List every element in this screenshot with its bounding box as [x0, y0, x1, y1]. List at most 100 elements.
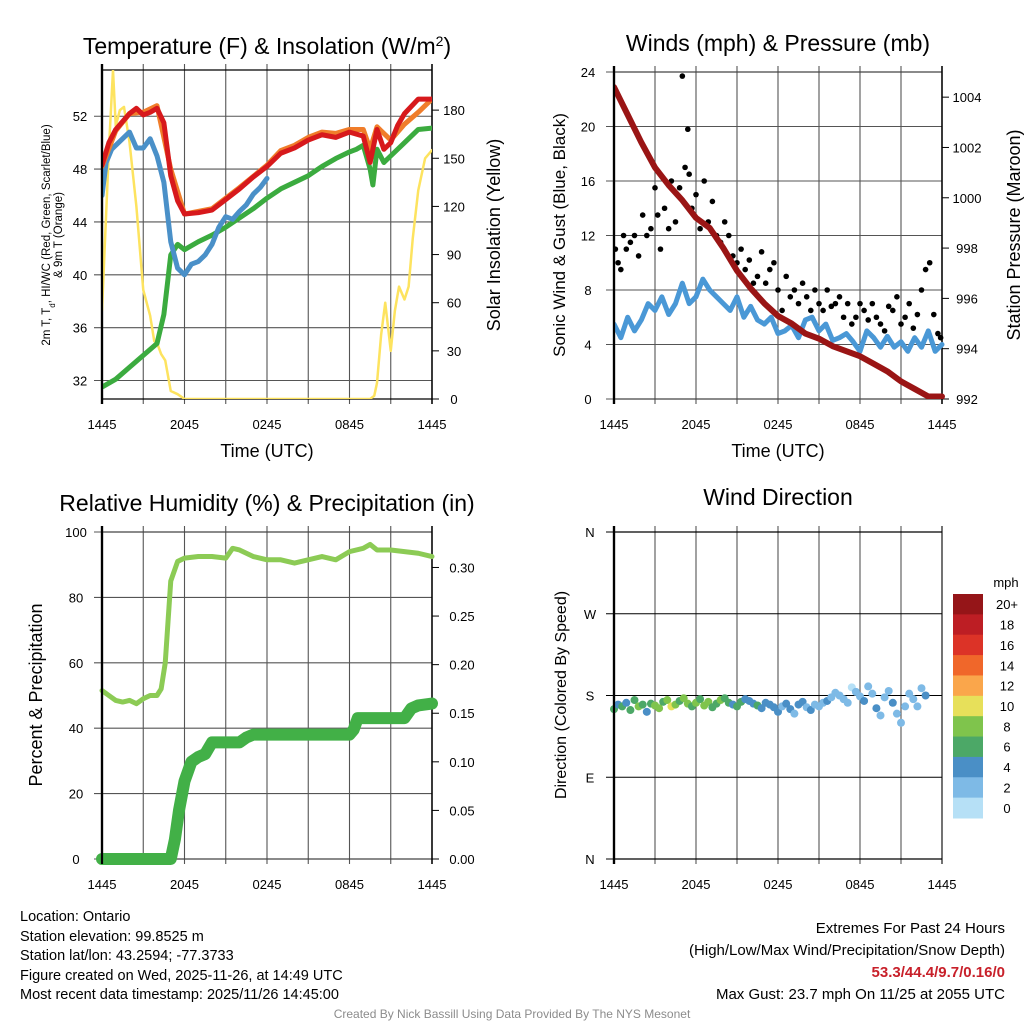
- temperature-y-tick-label: 48: [73, 162, 87, 177]
- humidity-panel: Relative Humidity (%) & Precipitation (i…: [26, 490, 475, 892]
- wind-direction-y-tick-label: W: [584, 607, 597, 622]
- winds-gust-point: [816, 300, 822, 307]
- wind-direction-point: [884, 686, 893, 695]
- winds-x-tick-label: 1445: [928, 417, 957, 432]
- winds-gust-point: [762, 280, 769, 286]
- temperature-right-axis-label: Solar Insolation (Yellow): [484, 139, 504, 331]
- temperature-right-tick-label: 60: [447, 296, 461, 311]
- winds-gust-point: [644, 232, 650, 239]
- winds-gust-point: [686, 171, 692, 177]
- wind-direction-point: [921, 691, 930, 700]
- wind-direction-point: [630, 696, 639, 705]
- humidity-x-tick-label: 1445: [88, 877, 117, 892]
- wind_direction-x-tick-label: 0245: [764, 877, 793, 892]
- wind-direction-point: [798, 697, 807, 706]
- temperature-y-tick-label: 32: [73, 374, 87, 389]
- wind_direction-x-tick-label: 1445: [928, 877, 957, 892]
- temperature-right-tick-label: 120: [443, 199, 465, 214]
- winds-gust-point: [853, 314, 859, 321]
- winds-x-tick-label: 0845: [846, 417, 875, 432]
- winds-gust-point: [631, 232, 638, 239]
- winds-gust-point: [758, 249, 765, 255]
- winds-gust-point: [661, 205, 668, 212]
- latest-timestamp-text: Most recent data timestamp: 2025/11/26 1…: [20, 987, 339, 1003]
- winds-gust-point: [693, 191, 699, 198]
- winds-gust-point: [721, 219, 728, 225]
- winds-gust-point: [635, 253, 642, 259]
- wind-direction-point: [917, 684, 926, 693]
- winds-gust-point: [894, 294, 900, 300]
- colorbar-label: 4: [1003, 760, 1010, 775]
- winds-y-tick-label: 24: [581, 65, 595, 80]
- colorbar-swatch: [953, 594, 983, 615]
- wind-direction-point: [757, 704, 766, 713]
- winds-y-tick-label: 8: [584, 283, 591, 298]
- winds-y-tick-label: 16: [581, 174, 595, 189]
- winds-gust-point: [890, 307, 896, 314]
- humidity-title: Relative Humidity (%) & Precipitation (i…: [59, 490, 474, 516]
- humidity-y-tick-label: 100: [65, 525, 87, 540]
- humidity-right-tick-label: 0.20: [449, 658, 474, 673]
- temperature-right-tick-label: 150: [443, 151, 465, 166]
- colorbar-label: 16: [1000, 638, 1014, 653]
- winds-gust-point: [902, 314, 908, 321]
- winds-gust-point: [738, 246, 744, 252]
- winds-x-tick-label: 0245: [764, 417, 793, 432]
- humidity-right-tick-label: 0.00: [449, 852, 474, 867]
- winds-gust-point: [824, 287, 830, 293]
- winds-gust-point: [926, 259, 933, 266]
- extremes-subtitle: (High/Low/Max Wind/Precipitation/Snow De…: [689, 942, 1005, 959]
- wind-direction-y-tick-label: E: [586, 770, 595, 785]
- winds-gust-point: [898, 321, 904, 327]
- winds-right-tick-label: 1002: [953, 140, 982, 155]
- winds-y-tick-label: 4: [584, 338, 591, 353]
- wind-direction-point: [897, 718, 905, 727]
- winds-gust-point: [937, 334, 944, 341]
- winds-gust-point: [906, 300, 912, 307]
- winds-gust-point: [679, 73, 686, 79]
- colorbar-label: 14: [1000, 658, 1014, 673]
- colorbar-swatch: [953, 756, 983, 778]
- humidity-right-tick-label: 0.05: [449, 803, 474, 818]
- winds-gust-point: [844, 300, 851, 307]
- temperature-x-tick-label: 2045: [170, 417, 199, 432]
- temperature-series-solar-insolation: [102, 70, 432, 399]
- winds-gust-point: [779, 307, 785, 314]
- max-gust-text: Max Gust: 23.7 mph On 11/25 at 2055 UTC: [715, 986, 1005, 1003]
- humidity-y-tick-label: 0: [72, 852, 79, 867]
- winds-gust-point: [849, 321, 855, 327]
- humidity-y-tick-label: 80: [69, 590, 83, 605]
- temperature-y-tick-label: 44: [73, 215, 87, 230]
- colorbar-label: 6: [1003, 740, 1010, 755]
- winds-y-tick-label: 20: [581, 120, 595, 135]
- winds-gust-point: [726, 232, 732, 239]
- winds-gust-point: [791, 287, 798, 293]
- wind-direction-point: [622, 698, 631, 707]
- winds-gust-point: [775, 287, 781, 293]
- winds-gust-point: [618, 266, 624, 273]
- wind-direction-point: [892, 709, 901, 718]
- wind_direction-x-tick-label: 0845: [846, 877, 875, 892]
- winds-gust-point: [701, 178, 707, 184]
- colorbar-label: 18: [1000, 618, 1014, 633]
- winds-panel: Winds (mph) & Pressure (mb) 1445 2045 0245 0…: [550, 30, 1024, 461]
- colorbar-swatch: [953, 655, 983, 676]
- winds-x-tick-label: 2045: [682, 417, 711, 432]
- winds-gust-point: [840, 314, 847, 321]
- wind-direction-point: [860, 696, 869, 705]
- wind-direction-point: [679, 694, 688, 703]
- colorbar-swatch: [953, 675, 983, 697]
- winds-gust-point: [861, 307, 867, 314]
- temperature-y-tick-label: 36: [73, 321, 87, 336]
- winds-series-pressure: [614, 84, 945, 399]
- winds-right-tick-label: 996: [956, 291, 978, 306]
- location-text: Location: Ontario: [20, 909, 131, 925]
- temperature-y-axis-label-2: & 9m T (Orange): [53, 192, 65, 278]
- humidity-series-precip: [96, 697, 438, 865]
- winds-right-tick-label: 1000: [953, 191, 982, 206]
- winds-gust-point: [652, 185, 658, 191]
- humidity-right-tick-label: 0.25: [449, 609, 474, 624]
- winds-x-axis-label: Time (UTC): [731, 441, 824, 461]
- colorbar-swatch: [953, 695, 983, 717]
- winds-gust-point: [697, 225, 703, 232]
